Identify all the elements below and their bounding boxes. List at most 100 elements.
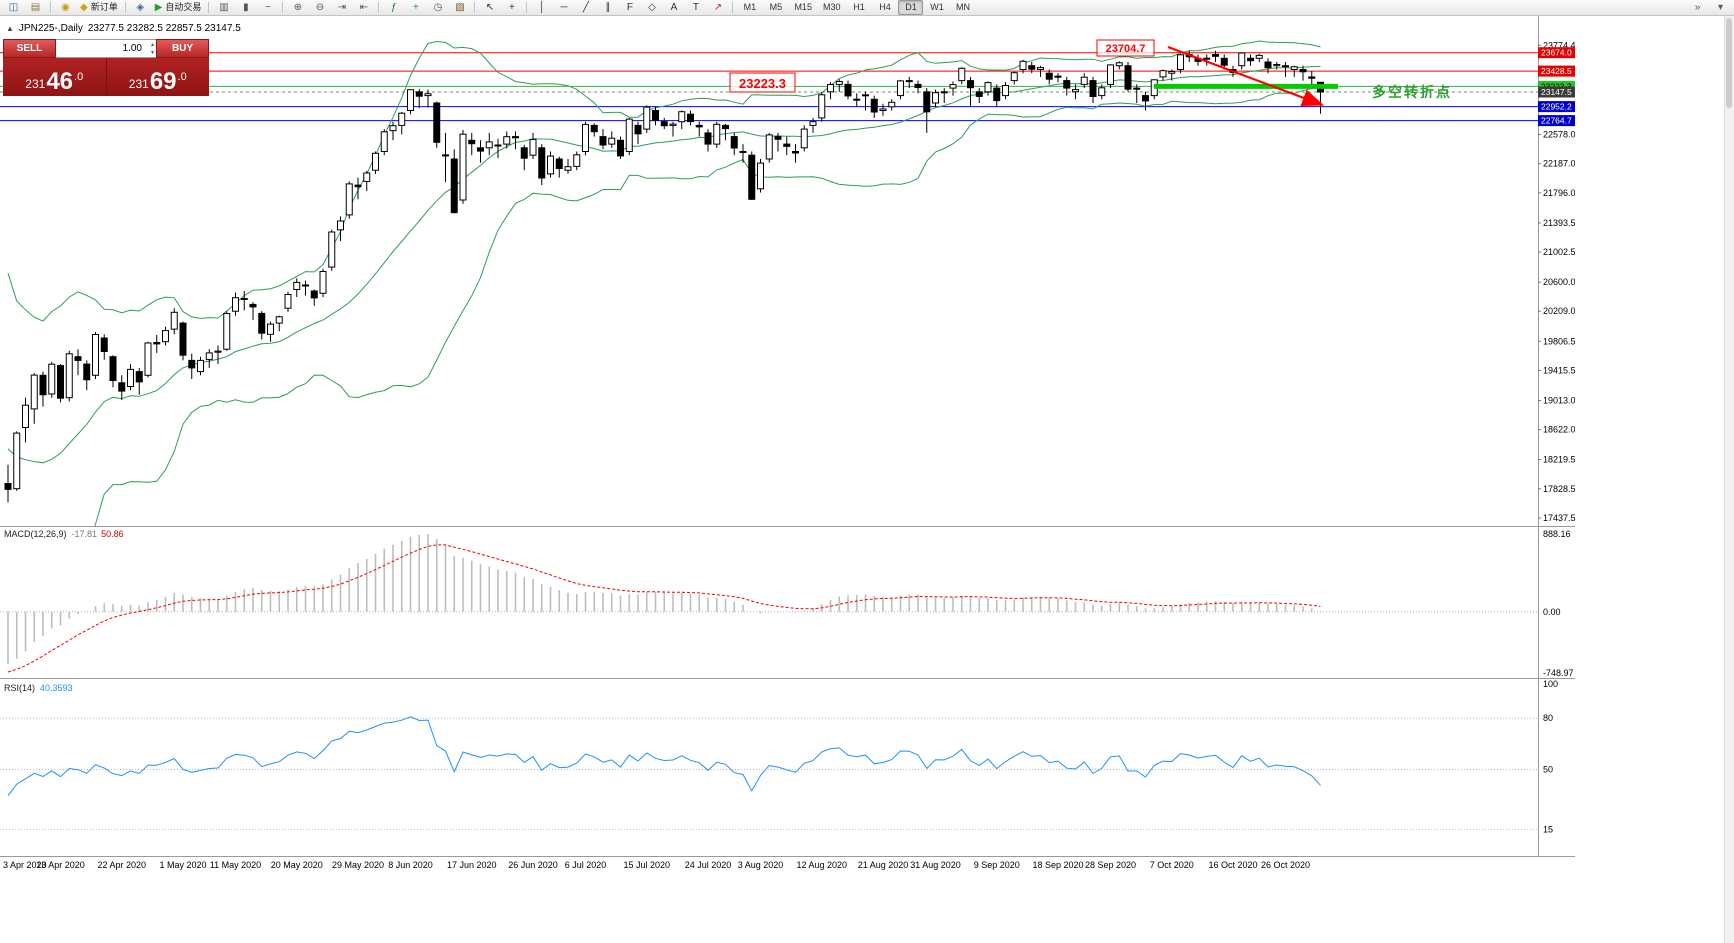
crosshair-icon: + xyxy=(509,1,515,13)
zoom-in-button[interactable]: ⊕ xyxy=(287,0,308,15)
autotrading-icon: ▶ xyxy=(154,1,163,13)
periods-button[interactable]: ◷ xyxy=(427,0,448,15)
toolbar-separator xyxy=(378,2,380,13)
chart-shift-button[interactable]: ⇤ xyxy=(353,0,374,15)
buy-button[interactable]: BUY xyxy=(156,39,209,58)
market-watch-button[interactable]: ◉ xyxy=(55,0,76,15)
new-order-button[interactable]: ◆ 新订单 xyxy=(77,0,121,15)
timeframe-h4-button[interactable]: H4 xyxy=(879,2,891,12)
toolbar-separator xyxy=(50,2,51,13)
trendline-button[interactable]: ╱ xyxy=(575,0,596,15)
svg-text:18622.0: 18622.0 xyxy=(1543,425,1575,435)
timeframe-m1-button[interactable]: M1 xyxy=(743,2,757,12)
toolbar-overflow-button[interactable]: » xyxy=(1687,0,1708,15)
svg-text:6 Jul 2020: 6 Jul 2020 xyxy=(565,860,607,870)
axis-price-flags: 23674.0 23428.5 23223.3 22952.2 22764.7 23147… xyxy=(1538,47,1575,127)
navigator-button[interactable]: ◈ xyxy=(130,0,151,15)
shapes-button[interactable]: ◇ xyxy=(641,0,662,15)
toolbar-options-button[interactable]: ▾ xyxy=(1710,0,1731,15)
rsi-line xyxy=(7,716,1321,797)
indicators-icon: ƒ xyxy=(391,1,397,13)
crosshair-button[interactable]: + xyxy=(501,0,522,15)
auto-scroll-button[interactable]: ⇥ xyxy=(331,0,352,15)
svg-text:16 Oct 2020: 16 Oct 2020 xyxy=(1208,860,1257,870)
zoom-in-icon: ⊕ xyxy=(293,1,303,13)
autotrading-label: 自动交易 xyxy=(165,2,202,12)
new-chart-button[interactable]: ◫ xyxy=(3,0,24,15)
high-price-callout xyxy=(1096,39,1155,57)
svg-text:18 Sep 2020: 18 Sep 2020 xyxy=(1032,860,1083,870)
text-button[interactable]: A xyxy=(663,0,684,15)
scrollbar-thumb[interactable] xyxy=(1726,18,1732,108)
fibonacci-button[interactable]: F xyxy=(619,0,640,15)
sell-price-box[interactable]: 231 46.0 xyxy=(3,58,106,96)
timeframe-m30-button[interactable]: M30 xyxy=(822,2,841,12)
label-button[interactable]: T xyxy=(685,0,706,15)
timeframe-m5-button[interactable]: M5 xyxy=(769,2,783,12)
cursor-button[interactable]: ↖ xyxy=(479,0,500,15)
macd-pane[interactable]: 888.16 0.00 -748.97 xyxy=(0,529,1574,678)
svg-text:24 Jul 2020: 24 Jul 2020 xyxy=(685,860,732,870)
timeframe-d1-button[interactable]: D1 xyxy=(898,0,924,15)
macd-indicator-label: MACD(12,26,9) -17.81 50.86 xyxy=(4,529,124,539)
panel-collapse-icon[interactable]: ▲ xyxy=(6,24,14,33)
timeframe-w1-button[interactable]: W1 xyxy=(930,2,944,12)
price-flag-23428.5 xyxy=(1538,65,1575,77)
templates-icon: ▧ xyxy=(455,1,465,13)
add-indicator-icon: + xyxy=(413,1,419,13)
bollinger-bands xyxy=(7,40,1321,526)
profiles-button[interactable]: ▤ xyxy=(25,0,46,15)
svg-text:7 Oct 2020: 7 Oct 2020 xyxy=(1150,860,1194,870)
new-order-label: 新订单 xyxy=(90,2,118,12)
horizontal-line-button[interactable]: ─ xyxy=(553,0,574,15)
svg-text:19013.0: 19013.0 xyxy=(1543,396,1575,406)
volume-down-icon[interactable]: ▾ xyxy=(150,50,154,56)
volume-field[interactable]: 1.00 ▴ ▾ xyxy=(56,39,156,58)
vertical-scrollbar[interactable] xyxy=(1724,16,1734,943)
price-chart-canvas[interactable]: 23774.4 22578.0 22187.0 21796.0 21393.5 21002… xyxy=(0,15,1575,943)
market-watch-icon: ◉ xyxy=(61,1,70,13)
arrows-button[interactable]: ↗ xyxy=(707,0,728,15)
timeframe-m15-button[interactable]: M15 xyxy=(794,2,812,12)
svg-text:17437.5: 17437.5 xyxy=(1543,513,1575,523)
zoom-out-button[interactable]: ⊖ xyxy=(309,0,330,15)
svg-text:23674.0: 23674.0 xyxy=(1541,48,1572,58)
svg-text:22187.0: 22187.0 xyxy=(1543,159,1575,169)
svg-text:19415.5: 19415.5 xyxy=(1543,365,1575,375)
svg-text:22952.2: 22952.2 xyxy=(1541,102,1572,112)
templates-button[interactable]: ▧ xyxy=(449,0,470,15)
svg-text:20209.0: 20209.0 xyxy=(1543,306,1575,316)
candles-mode-button[interactable]: ▮ xyxy=(235,0,256,15)
bars-mode-icon: ▥ xyxy=(219,1,229,13)
timeframe-h1-button[interactable]: H1 xyxy=(853,2,865,12)
toolbar-right-group: » ▾ xyxy=(1687,0,1731,15)
volume-up-icon[interactable]: ▴ xyxy=(150,42,154,48)
volume-value[interactable]: 1.00 xyxy=(122,43,142,54)
svg-text:31 Aug 2020: 31 Aug 2020 xyxy=(910,860,961,870)
bars-mode-button[interactable]: ▥ xyxy=(213,0,234,15)
price-flag-22952.2 xyxy=(1538,101,1575,113)
channel-icon: ∥ xyxy=(605,1,611,13)
line-mode-button[interactable]: ~ xyxy=(257,0,278,15)
autotrading-button[interactable]: ▶ 自动交易 xyxy=(152,0,205,15)
svg-text:26 Jun 2020: 26 Jun 2020 xyxy=(508,860,558,870)
svg-text:22 Apr 2020: 22 Apr 2020 xyxy=(97,860,146,870)
svg-text:9 Sep 2020: 9 Sep 2020 xyxy=(974,860,1020,870)
vertical-line-button[interactable]: │ xyxy=(531,0,552,15)
svg-text:17828.5: 17828.5 xyxy=(1543,484,1575,494)
chart-annotations[interactable]: 23704.7 23223.3 多空转折点 xyxy=(729,39,1452,107)
rsi-pane[interactable]: 100 80 50 15 xyxy=(0,679,1558,834)
candles-mode-icon: ▮ xyxy=(243,1,249,13)
buy-price-box[interactable]: 231 69.0 xyxy=(106,58,209,96)
indicators-button[interactable]: ƒ xyxy=(383,0,404,15)
svg-text:50: 50 xyxy=(1543,765,1553,775)
svg-text:20 May 2020: 20 May 2020 xyxy=(271,860,323,870)
price-axis[interactable]: 23774.4 22578.0 22187.0 21796.0 21393.5 21002… xyxy=(1538,40,1575,523)
one-click-trading-panel: SELL 1.00 ▴ ▾ BUY 231 46.0 231 69.0 xyxy=(3,39,209,96)
cursor-icon: ↖ xyxy=(485,1,495,13)
channel-button[interactable]: ∥ xyxy=(597,0,618,15)
add-indicator-button[interactable]: + xyxy=(405,0,426,15)
sell-button[interactable]: SELL xyxy=(3,39,56,58)
timeframe-mn-button[interactable]: MN xyxy=(955,2,970,12)
